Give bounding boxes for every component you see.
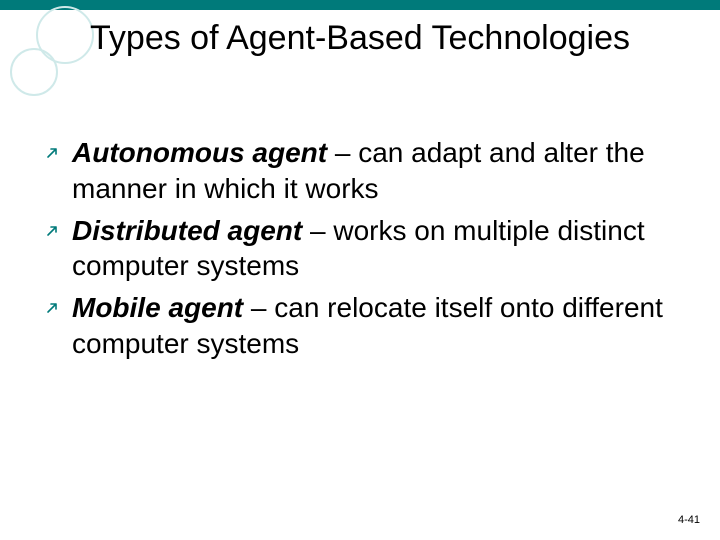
bullet-arrow-icon [46, 213, 72, 237]
list-item: Distributed agent – works on multiple di… [46, 213, 680, 285]
bullet-text: Distributed agent – works on multiple di… [72, 213, 680, 285]
slide: Types of Agent-Based Technologies Autono… [0, 0, 720, 540]
bullet-lead: Mobile agent [72, 292, 243, 323]
bullet-arrow-icon [46, 290, 72, 314]
bullet-lead: Distributed agent [72, 215, 302, 246]
slide-title: Types of Agent-Based Technologies [0, 20, 720, 57]
page-number: 4-41 [678, 514, 700, 526]
bullet-arrow-icon [46, 135, 72, 159]
bullet-lead: Autonomous agent [72, 137, 327, 168]
bullet-text: Mobile agent – can relocate itself onto … [72, 290, 680, 362]
bullet-list: Autonomous agent – can adapt and alter t… [46, 135, 680, 368]
bullet-text: Autonomous agent – can adapt and alter t… [72, 135, 680, 207]
list-item: Autonomous agent – can adapt and alter t… [46, 135, 680, 207]
list-item: Mobile agent – can relocate itself onto … [46, 290, 680, 362]
